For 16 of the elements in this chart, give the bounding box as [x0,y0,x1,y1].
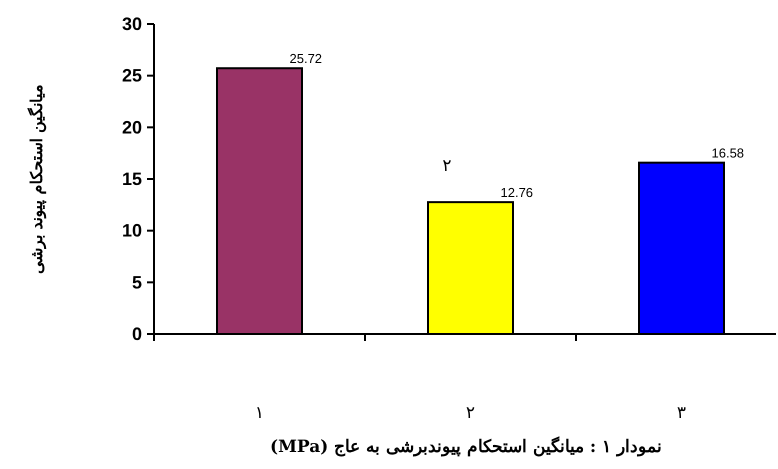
y-tick-label: 0 [132,324,142,344]
y-tick-label: 15 [122,169,142,189]
data-label: 16.58 [712,146,744,161]
y-axis-title: میانگین استحکام پیوند برشی [27,84,47,274]
y-tick-label: 30 [122,14,142,34]
text: نمودار ۱ : میانگین استحکام پیوندبرشی به عاج (MPa) [270,436,662,457]
x-tick-label: ۲ [466,403,476,423]
annotation: ۲ [442,156,452,176]
y-tick-label: 10 [122,220,142,241]
y-tick-label: 25 [122,66,142,86]
data-label: 25.72 [290,51,322,66]
data-label: 12.76 [500,185,534,200]
y-tick-label: 5 [132,272,142,292]
x-tick-label: ۳ [676,403,686,423]
x-tick-label: ۱ [254,403,264,423]
y-tick-label: 20 [122,117,142,138]
